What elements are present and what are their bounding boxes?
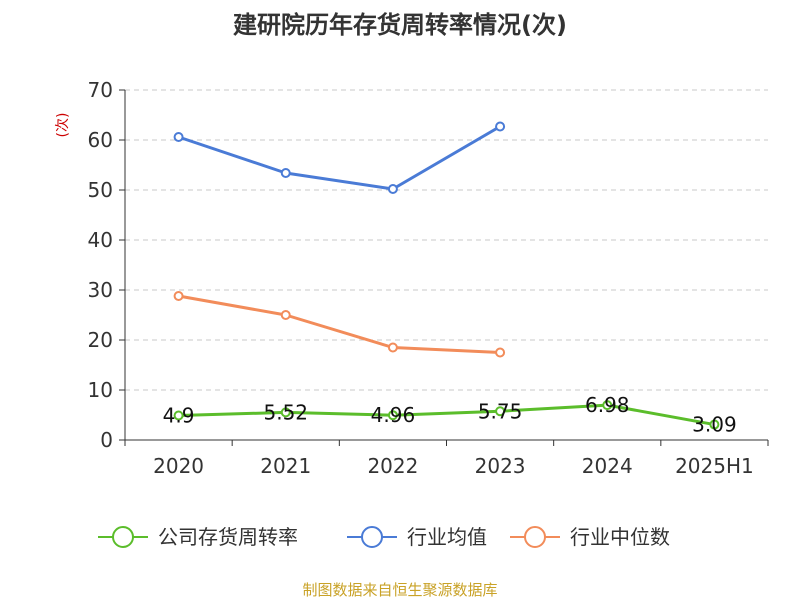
y-tick-label: 40: [88, 228, 113, 252]
legend-item: 公司存货周转率: [98, 525, 298, 549]
data-point: [495, 121, 506, 132]
data-point: [602, 400, 613, 411]
data-point: [387, 184, 398, 194]
y-tick-label: 0: [100, 428, 113, 452]
data-labels: 4.9 5.52 4.96 5.75 6.98 3.09: [163, 393, 737, 436]
grid-lines: [125, 89, 768, 391]
series-lines: [173, 121, 720, 430]
y-tick-label: 50: [88, 178, 113, 202]
y-tick-label: 60: [88, 128, 113, 152]
x-tick-label: 2022: [367, 454, 418, 478]
data-point: [280, 310, 291, 320]
y-tick-labels: 0 10 20 30 40 50 60 70: [88, 78, 113, 452]
x-tick-label: 2024: [582, 454, 633, 478]
axes: [119, 89, 769, 446]
x-tick-label: 2020: [153, 454, 204, 478]
y-axis-unit-label: (次): [55, 113, 71, 138]
data-label: 6.98: [585, 393, 630, 417]
data-point: [387, 410, 398, 421]
legend-label: 行业均值: [407, 525, 487, 549]
legend-item: 行业中位数: [510, 525, 670, 549]
legend-marker: [112, 526, 134, 548]
data-label: 5.52: [263, 400, 308, 424]
data-point: [173, 410, 184, 421]
x-tick-label: 2023: [475, 454, 526, 478]
data-label: 4.96: [371, 403, 416, 427]
legend-label: 行业中位数: [570, 525, 670, 549]
x-tick-label: 2021: [260, 454, 311, 478]
data-point: [709, 419, 720, 430]
data-point: [280, 407, 291, 418]
legend-marker: [361, 526, 383, 548]
data-label: 5.75: [478, 399, 523, 423]
legend-label: 公司存货周转率: [158, 525, 298, 549]
legend-item: 行业均值: [347, 525, 487, 549]
y-tick-label: 10: [88, 378, 113, 402]
data-point: [173, 132, 184, 142]
y-tick-label: 70: [88, 78, 113, 102]
data-point: [387, 342, 398, 353]
chart-title: 建研院历年存货周转率情况(次): [233, 11, 567, 39]
data-point: [280, 168, 291, 178]
legend: 公司存货周转率 行业均值 行业中位数: [98, 525, 670, 549]
x-tick-labels: 2020 2021 2022 2023 2024 2025H1: [153, 454, 754, 478]
data-point: [173, 291, 184, 301]
x-tick-label: 2025H1: [675, 454, 754, 478]
legend-marker: [524, 526, 546, 548]
source-note: 制图数据来自恒生聚源数据库: [302, 581, 497, 599]
data-point: [495, 406, 506, 417]
y-tick-label: 20: [88, 328, 113, 352]
data-label: 4.9: [163, 404, 195, 428]
y-tick-label: 30: [88, 278, 113, 302]
series-line: [177, 125, 502, 191]
series-line: [177, 294, 502, 354]
data-label: 3.09: [692, 413, 737, 437]
data-point: [495, 347, 506, 358]
series-line: [177, 403, 716, 427]
